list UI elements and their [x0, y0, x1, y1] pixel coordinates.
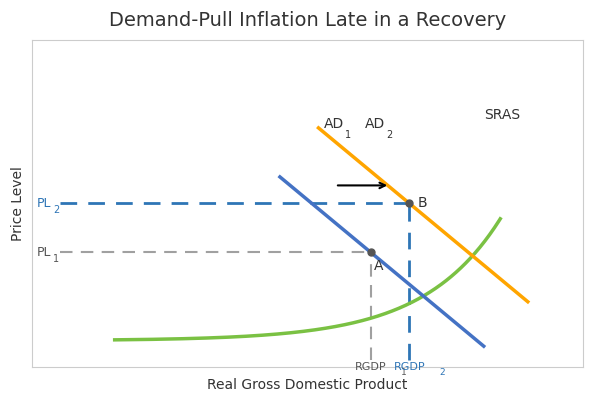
Text: AD: AD — [365, 118, 386, 131]
Text: RGDP: RGDP — [394, 362, 425, 372]
Text: A: A — [374, 259, 383, 273]
Text: PL: PL — [37, 246, 51, 259]
Text: SRAS: SRAS — [484, 108, 520, 122]
Y-axis label: Price Level: Price Level — [11, 166, 25, 241]
Text: 1: 1 — [53, 254, 59, 264]
Text: 2: 2 — [53, 205, 59, 215]
Text: AD: AD — [324, 118, 345, 131]
Text: 2: 2 — [440, 368, 446, 378]
Text: B: B — [418, 196, 427, 210]
Text: RGDP: RGDP — [355, 362, 387, 372]
Text: 1: 1 — [401, 368, 407, 378]
Text: 2: 2 — [386, 130, 393, 140]
Title: Demand-Pull Inflation Late in a Recovery: Demand-Pull Inflation Late in a Recovery — [109, 11, 506, 30]
Text: PL: PL — [37, 197, 51, 210]
X-axis label: Real Gross Domestic Product: Real Gross Domestic Product — [207, 378, 407, 392]
Text: 1: 1 — [345, 130, 351, 140]
